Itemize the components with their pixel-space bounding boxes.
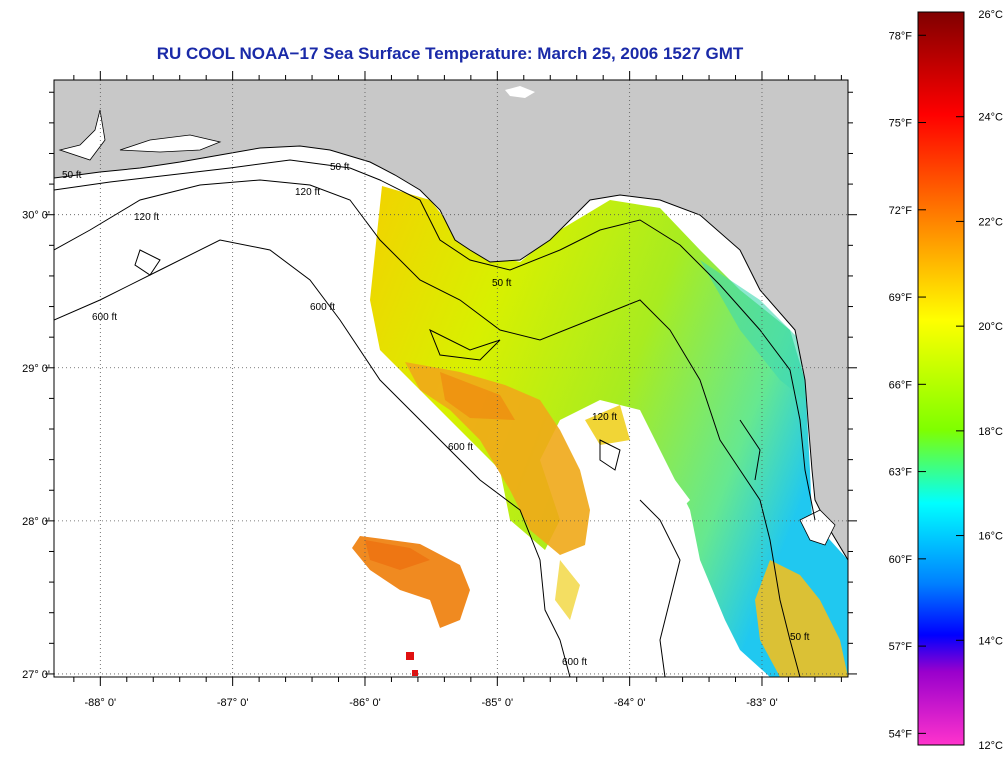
colorbar-label-c: 18°C [978,426,1003,438]
contour-label-120ft: 120 ft [295,187,320,198]
contour-label-600ft: 600 ft [562,657,587,668]
sst-field [352,186,848,677]
contour-label-600ft: 600 ft [92,312,117,323]
lon-tick-label: -85° 0' [482,697,514,709]
contour-labels: 50 ft 50 ft 50 ft 50 ft 120 ft 120 ft 12… [62,162,810,668]
lat-tick-label: 28° 0' [22,516,50,528]
colorbar-scale [917,11,965,746]
colorbar-label-c: 22°C [978,216,1003,228]
colorbar-label-f: 75°F [889,118,913,130]
colorbar-label-c: 12°C [978,740,1003,752]
colorbar-label-c: 16°C [978,531,1003,543]
contour-label-120ft: 120 ft [134,212,159,223]
lon-tick-label: -84° 0' [614,697,646,709]
contour-label-50ft: 50 ft [790,632,810,643]
contour-label-50ft: 50 ft [330,162,350,173]
colorbar-label-c: 24°C [978,112,1003,124]
lon-tick-label: -87° 0' [217,697,249,709]
colorbar-label-c: 20°C [978,321,1003,333]
map-frame [53,79,849,678]
contour-label-50ft: 50 ft [492,278,512,289]
contour-label-120ft: 120 ft [592,412,617,423]
colorbar-label-c: 14°C [978,635,1003,647]
colorbar-label-f: 66°F [889,379,913,391]
contour-label-600ft: 600 ft [310,302,335,313]
contour-label-50ft: 50 ft [62,170,82,181]
bathymetry-contours [54,159,816,677]
lon-tick-label: -86° 0' [349,697,381,709]
colorbar-label-c: 26°C [978,9,1003,21]
colorbar: 26°C 24°C 22°C 20°C 18°C 16°C 14°C 12°C 78°F 75°F… [889,9,1003,752]
map-axes: -88° 0' -87° 0' -86° 0' -85° 0' -84° 0' -83° … [22,71,857,709]
lat-tick-label: 27° 0' [22,669,50,681]
colorbar-label-f: 54°F [889,728,913,740]
colorbar-label-f: 57°F [889,641,913,653]
colorbar-label-f: 60°F [889,554,913,566]
lat-tick-label: 29° 0' [22,363,50,375]
lon-tick-label: -83° 0' [746,697,778,709]
lat-tick-label: 30° 0' [22,210,50,222]
colorbar-label-f: 69°F [889,292,913,304]
land-mass [54,80,848,561]
map-title: RU COOL NOAA−17 Sea Surface Temperature:… [156,44,744,63]
contour-label-600ft: 600 ft [448,442,473,453]
colorbar-label-f: 63°F [889,467,913,479]
map-plot: 50 ft 50 ft 50 ft 50 ft 120 ft 120 ft 12… [54,80,848,677]
colorbar-label-f: 78°F [889,30,913,42]
colorbar-label-f: 72°F [889,205,913,217]
lon-tick-label: -88° 0' [85,697,117,709]
graticule [54,80,848,677]
